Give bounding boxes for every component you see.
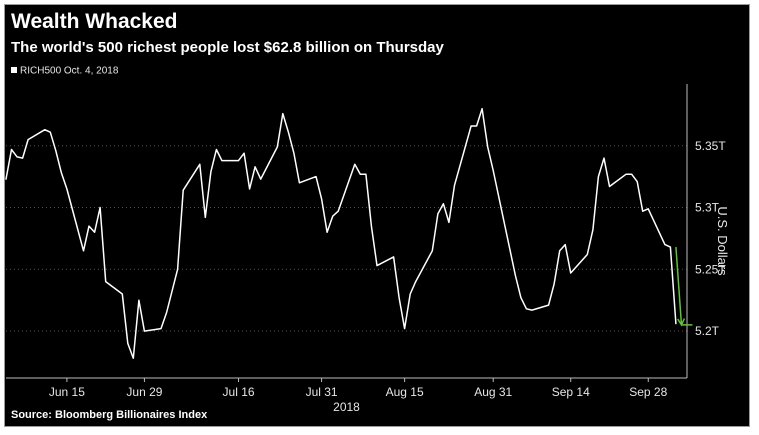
legend-label: RICH500 Oct. 4, 2018 (20, 66, 119, 77)
x-tick-label: Jun 15 (49, 385, 85, 399)
x-tick-label: Sep 14 (552, 385, 590, 399)
x-tick-label: Aug 15 (386, 385, 424, 399)
chart-subtitle: The world's 500 richest people lost $62.… (11, 39, 444, 56)
series-line-rich500 (5, 107, 677, 359)
legend-swatch (11, 67, 17, 73)
y-axis-title: U.S. Dollars (715, 206, 730, 276)
line-chart: 5.2T 5.25T 5.3T 5.35T Jun 15 Jun 29 Jul 16 Jul … (5, 66, 730, 414)
y-tick-label: 5.2T (695, 324, 720, 338)
x-tick-label: Sep 28 (629, 385, 667, 399)
x-tick-label: Jun 29 (126, 385, 162, 399)
y-tick-label: 5.25T (695, 262, 726, 276)
chart-panel: Wealth Whacked The world's 500 richest p… (4, 4, 750, 427)
chart-title: Wealth Whacked (11, 10, 178, 33)
x-tick-label: Jul 16 (223, 385, 255, 399)
x-tick-label: Jul 31 (306, 385, 338, 399)
x-tick-label: Aug 31 (474, 385, 512, 399)
drop-arrow-line (675, 247, 683, 325)
x-axis-year-label: 2018 (333, 400, 360, 414)
y-tick-label: 5.35T (695, 139, 726, 153)
source-note: Source: Bloomberg Billionaires Index (11, 409, 208, 421)
y-tick-label: 5.3T (695, 201, 720, 215)
